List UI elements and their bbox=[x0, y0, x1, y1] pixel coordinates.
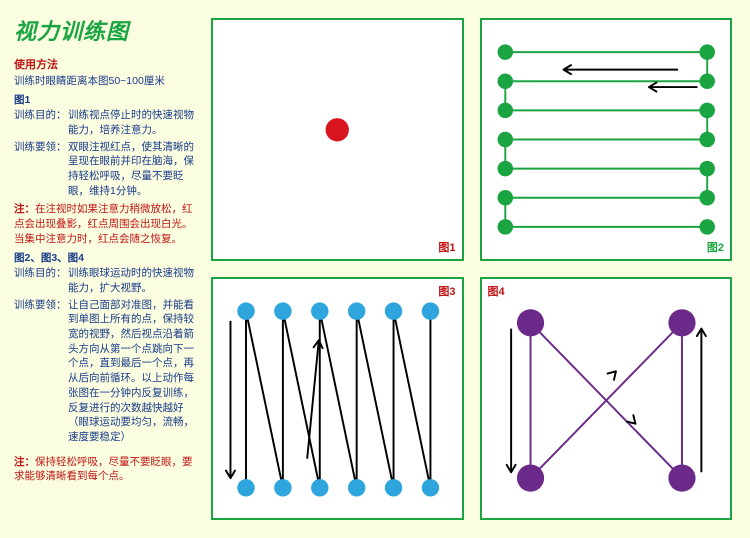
figure-4-label: 图4 bbox=[488, 283, 505, 299]
fig1-hdr: 图1 bbox=[14, 92, 197, 107]
purpose-label: 训练目的： bbox=[14, 266, 68, 295]
note-label: 注： bbox=[14, 456, 35, 468]
figure-2-svg bbox=[482, 20, 731, 259]
group234-method: 让自己面部对准图，并能看到单图上所有的点，保持较宽的视野，然后视点沿着箭头方向从… bbox=[68, 298, 197, 445]
usage-intro: 训练时眼睛距离本图50~100厘米 bbox=[14, 74, 197, 88]
sidebar: 视力训练图 使用方法 训练时眼睛距离本图50~100厘米 图1 训练目的： 训练… bbox=[0, 0, 205, 538]
fig1-note-text: 在注视时如果注意力稍微放松，红点会出现叠影，红点周围会出现白光。当集中注意力时，… bbox=[14, 203, 193, 244]
group234-method-row: 训练要领： 让自己面部对准图，并能看到单图上所有的点，保持较宽的视野，然后视点沿… bbox=[14, 298, 197, 445]
note-label: 注： bbox=[14, 203, 35, 215]
fig1-method: 双眼注视红点，使其清晰的呈现在眼前并印在脑海，保持轻松呼吸，尽量不要眨眼，维持1… bbox=[68, 140, 197, 199]
figure-1-svg bbox=[213, 20, 462, 259]
figure-2-panel: 图2 bbox=[480, 18, 733, 261]
figure-3-label: 图3 bbox=[438, 283, 455, 299]
fig1-purpose-row: 训练目的： 训练视点停止时的快速视物能力，培养注意力。 bbox=[14, 108, 197, 137]
fig1-purpose: 训练视点停止时的快速视物能力，培养注意力。 bbox=[68, 108, 197, 137]
method-label: 训练要领： bbox=[14, 298, 68, 445]
page-title: 视力训练图 bbox=[14, 14, 197, 46]
group234-hdr: 图2、图3、图4 bbox=[14, 250, 197, 265]
figure-grid: 图1 图2 图3 图4 bbox=[205, 0, 750, 538]
figure-3-panel: 图3 bbox=[211, 277, 464, 520]
group234-purpose-row: 训练目的： 训练眼球运动时的快速视物能力，扩大视野。 bbox=[14, 266, 197, 295]
figure-2-label: 图2 bbox=[707, 239, 724, 255]
usage-header: 使用方法 bbox=[14, 56, 197, 72]
figure-1-label: 图1 bbox=[438, 239, 455, 255]
figure-1-panel: 图1 bbox=[211, 18, 464, 261]
method-label: 训练要领： bbox=[14, 140, 68, 199]
purpose-label: 训练目的： bbox=[14, 108, 68, 137]
fig1-note: 注：在注视时如果注意力稍微放松，红点会出现叠影，红点周围会出现白光。当集中注意力… bbox=[14, 202, 197, 246]
figure-3-svg bbox=[213, 279, 462, 518]
fig1-method-row: 训练要领： 双眼注视红点，使其清晰的呈现在眼前并印在脑海，保持轻松呼吸，尽量不要… bbox=[14, 140, 197, 199]
group234-purpose: 训练眼球运动时的快速视物能力，扩大视野。 bbox=[68, 266, 197, 295]
group234-note: 注：保持轻松呼吸，尽量不要眨眼，要求能够清晰看到每个点。 bbox=[14, 455, 197, 484]
group234-note-text: 保持轻松呼吸，尽量不要眨眼，要求能够清晰看到每个点。 bbox=[14, 456, 193, 483]
figure-4-panel: 图4 bbox=[480, 277, 733, 520]
figure-4-svg bbox=[482, 279, 731, 518]
